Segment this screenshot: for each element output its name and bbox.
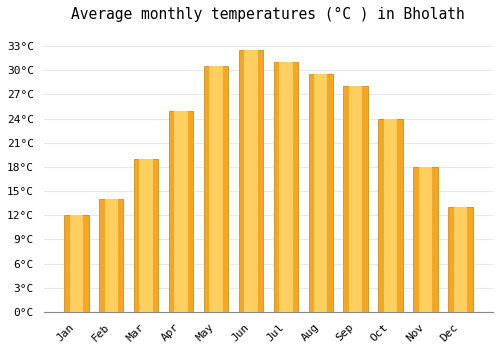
Bar [210, 66, 222, 312]
Bar [70, 215, 83, 312]
Bar [169, 111, 194, 312]
Bar [378, 119, 403, 312]
Bar [204, 66, 228, 312]
Bar [279, 62, 292, 312]
Bar [308, 74, 333, 312]
Bar [104, 199, 118, 312]
Bar [344, 86, 368, 312]
Bar [349, 86, 362, 312]
Bar [140, 159, 153, 312]
Bar [238, 50, 263, 312]
Bar [384, 119, 398, 312]
Bar [174, 111, 188, 312]
Bar [274, 62, 298, 312]
Bar [414, 167, 438, 312]
Bar [314, 74, 328, 312]
Bar [64, 215, 88, 312]
Bar [419, 167, 432, 312]
Title: Average monthly temperatures (°C ) in Bholath: Average monthly temperatures (°C ) in Bh… [72, 7, 465, 22]
Bar [454, 207, 467, 312]
Bar [448, 207, 472, 312]
Bar [244, 50, 258, 312]
Bar [134, 159, 158, 312]
Bar [99, 199, 124, 312]
